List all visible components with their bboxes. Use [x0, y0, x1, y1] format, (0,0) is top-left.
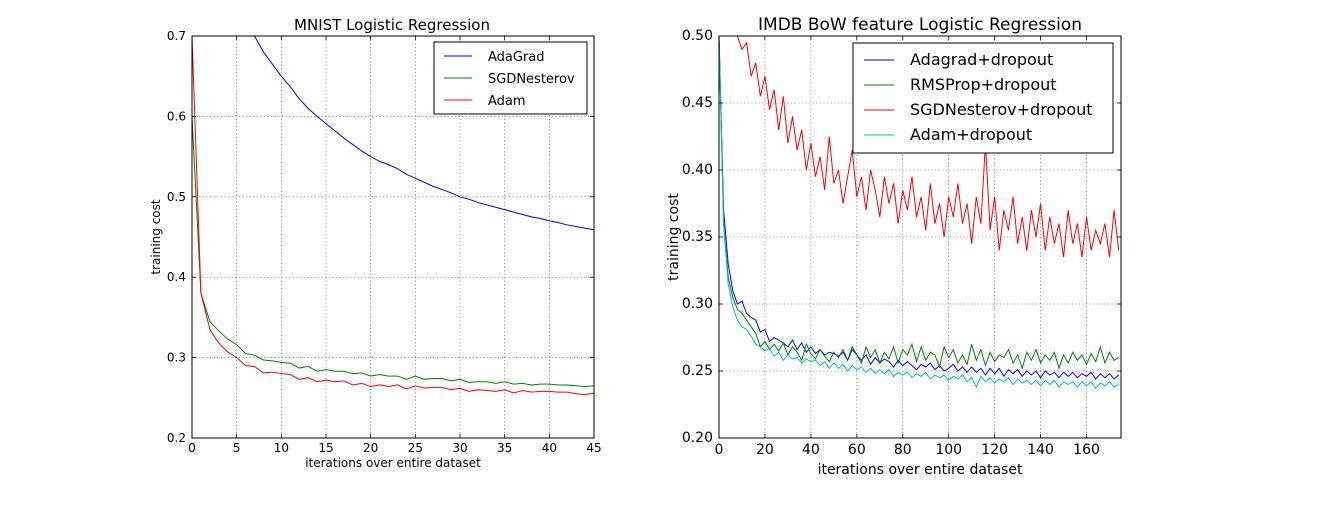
imdb-x-tick-label: 40 [802, 442, 820, 458]
imdb-y-tick-labels: 0.20 0.25 0.30 0.35 0.40 0.45 0.50 [682, 28, 713, 446]
imdb-series-sgdnesterov-dropout-line [736, 36, 1120, 258]
mnist-y-tick-label: 0.5 [167, 190, 186, 204]
imdb-y-tick-label: 0.35 [682, 229, 713, 245]
mnist-x-tick-label: 40 [542, 441, 557, 455]
imdb-x-tick-label: 160 [1073, 442, 1100, 458]
mnist-legend: AdaGrad SGDNesterov Adam [433, 41, 588, 115]
mnist-grid [192, 36, 594, 438]
mnist-x-tick-label: 15 [318, 441, 333, 455]
mnist-tick-marks [191, 35, 595, 439]
mnist-y-tick-label: 0.6 [167, 109, 186, 123]
mnist-x-tick-label: 5 [233, 441, 241, 455]
imdb-x-tick-label: 120 [981, 442, 1008, 458]
imdb-legend: Adagrad+dropout RMSProp+dropout SGDNestero… [852, 42, 1114, 154]
imdb-x-tick-label: 20 [756, 442, 774, 458]
mnist-y-tick-label: 0.4 [167, 270, 186, 284]
imdb-legend-label-sgdnesterov-dropout: SGDNesterov+dropout [910, 100, 1093, 119]
imdb-y-axis-label: training cost [666, 193, 682, 281]
imdb-x-axis-label: iterations over entire dataset [818, 462, 1023, 478]
imdb-series-adagrad-dropout-line [719, 36, 1120, 380]
mnist-y-tick-label: 0.2 [167, 431, 186, 445]
imdb-y-tick-label: 0.40 [682, 162, 713, 178]
imdb-x-tick-label: 0 [715, 442, 724, 458]
imdb-legend-box [852, 42, 1114, 154]
mnist-y-tick-labels: 0.2 0.3 0.4 0.5 0.6 0.7 [167, 29, 186, 445]
mnist-legend-label-sgdnesterov: SGDNesterov [488, 72, 575, 87]
mnist-series-sgdnesterov-line [192, 116, 594, 388]
mnist-x-tick-label: 20 [363, 441, 378, 455]
imdb-y-tick-label: 0.25 [682, 363, 713, 379]
imdb-x-tick-label: 100 [935, 442, 962, 458]
mnist-y-tick-label: 0.3 [167, 351, 186, 365]
mnist-x-tick-label: 0 [188, 441, 196, 455]
imdb-y-tick-label: 0.20 [682, 430, 713, 446]
mnist-chart-title: MNIST Logistic Regression [294, 16, 490, 34]
imdb-x-tick-label: 80 [894, 442, 912, 458]
imdb-y-tick-label: 0.50 [682, 28, 713, 44]
mnist-legend-label-adagrad: AdaGrad [488, 50, 545, 65]
mnist-x-tick-label: 10 [274, 441, 289, 455]
mnist-x-tick-labels: 0 5 10 15 20 25 30 35 40 45 [188, 441, 601, 455]
mnist-series-adagrad-line [254, 36, 594, 231]
mnist-x-tick-label: 30 [452, 441, 467, 455]
imdb-chart-title: IMDB BoW feature Logistic Regression [758, 15, 1082, 35]
mnist-y-tick-label: 0.7 [167, 29, 186, 43]
mnist-x-axis-label: iterations over entire dataset [305, 456, 481, 470]
mnist-series-lines [192, 36, 594, 396]
imdb-y-tick-label: 0.45 [682, 95, 713, 111]
mnist-series-adam-line [192, 36, 594, 396]
mnist-plot-frame [191, 35, 595, 439]
imdb-series-rmsprop-dropout-line [719, 36, 1119, 370]
imdb-series-adam-dropout-line [719, 36, 1119, 390]
mnist-x-tick-label: 35 [497, 441, 512, 455]
imdb-x-tick-label: 140 [1027, 442, 1054, 458]
imdb-series-lines [719, 36, 1120, 390]
imdb-legend-label-rmsprop-dropout: RMSProp+dropout [910, 75, 1057, 94]
mnist-chart: MNIST Logistic Regression 0 5 10 15 20 25 30 35… [149, 16, 602, 470]
imdb-legend-label-adagrad-dropout: Adagrad+dropout [910, 50, 1053, 69]
mnist-legend-label-adam: Adam [488, 94, 526, 109]
imdb-y-tick-label: 0.30 [682, 296, 713, 312]
imdb-tick-marks [718, 35, 1121, 439]
imdb-legend-label-adam-dropout: Adam+dropout [910, 125, 1032, 144]
mnist-x-tick-label: 45 [586, 441, 601, 455]
imdb-x-tick-label: 60 [848, 442, 866, 458]
mnist-x-tick-label: 25 [408, 441, 423, 455]
imdb-x-tick-labels: 0 20 40 60 80 100 120 140 160 [715, 442, 1100, 458]
imdb-chart: IMDB BoW feature Logistic Regression 0 20… [666, 15, 1122, 478]
mnist-y-axis-label: training cost [149, 199, 163, 274]
